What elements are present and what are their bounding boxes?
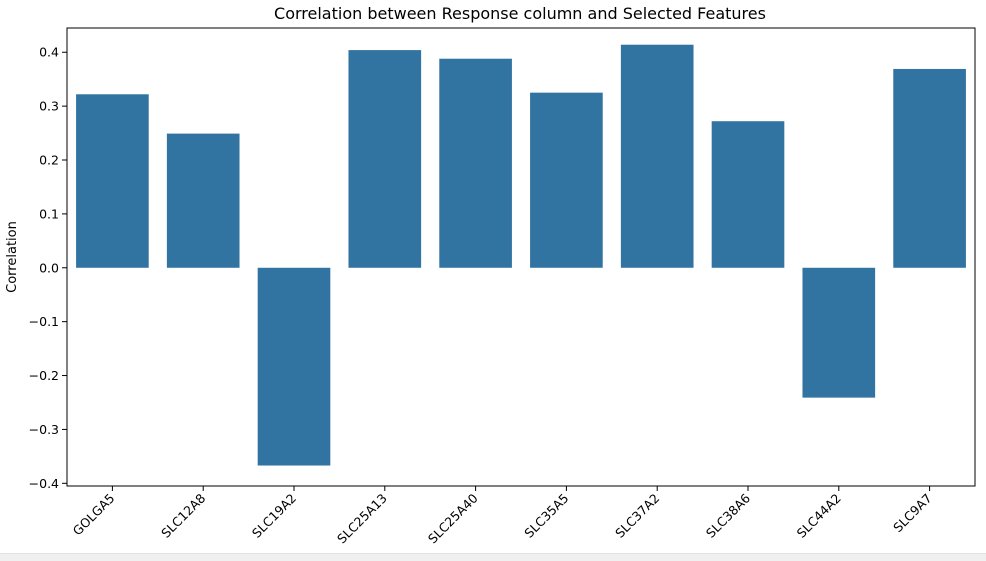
bar-slc9a7 <box>893 68 966 268</box>
bar-slc19a2 <box>257 267 331 466</box>
x-tick-label: SLC25A40 <box>425 490 481 546</box>
y-tick-label: 0.4 <box>39 45 59 60</box>
plot-frame <box>66 27 976 487</box>
x-tick-label: SLC35A5 <box>521 491 571 541</box>
x-tick-label: SLC37A2 <box>612 491 662 541</box>
x-tick-label: SLC19A2 <box>249 491 299 541</box>
bar-slc38a6 <box>711 121 785 268</box>
y-tick-label: −0.2 <box>29 368 59 383</box>
bar-slc37a2 <box>620 44 694 268</box>
x-tick-label: SLC9A7 <box>890 491 935 536</box>
x-tick-label: SLC12A8 <box>158 490 208 540</box>
bar-slc12a8 <box>166 133 240 268</box>
y-tick-label: −0.1 <box>29 314 59 329</box>
x-axis-ticks: GOLGA5 SLC12A8 SLC19A2 SLC25A13 SLC25A40 SLC3… <box>70 486 935 546</box>
bars-group <box>76 44 966 466</box>
y-tick-label: 0.0 <box>39 260 59 275</box>
x-tick-label: SLC44A2 <box>794 491 844 541</box>
y-tick-label: −0.4 <box>29 476 59 491</box>
bottom-divider <box>0 553 986 561</box>
y-axis-label: Correlation <box>5 221 20 293</box>
bar-slc25a40 <box>439 58 512 268</box>
chart-title: Correlation between Response column and … <box>274 4 766 23</box>
bar-slc25a13 <box>348 50 422 268</box>
x-tick-label: SLC38A6 <box>703 490 753 540</box>
bar-slc44a2 <box>802 267 876 398</box>
x-tick-label: GOLGA5 <box>70 491 118 539</box>
y-tick-label: −0.3 <box>29 422 59 437</box>
y-axis-ticks: −0.4 −0.3 −0.2 −0.1 0.0 0.1 0.2 0.3 0.4 <box>29 45 67 491</box>
x-tick-label: SLC25A13 <box>334 491 390 547</box>
bar-slc35a5 <box>530 92 603 268</box>
y-tick-label: 0.1 <box>39 206 59 221</box>
bar-golga5 <box>76 94 149 268</box>
y-tick-label: 0.2 <box>39 153 59 168</box>
y-tick-label: 0.3 <box>39 99 59 114</box>
